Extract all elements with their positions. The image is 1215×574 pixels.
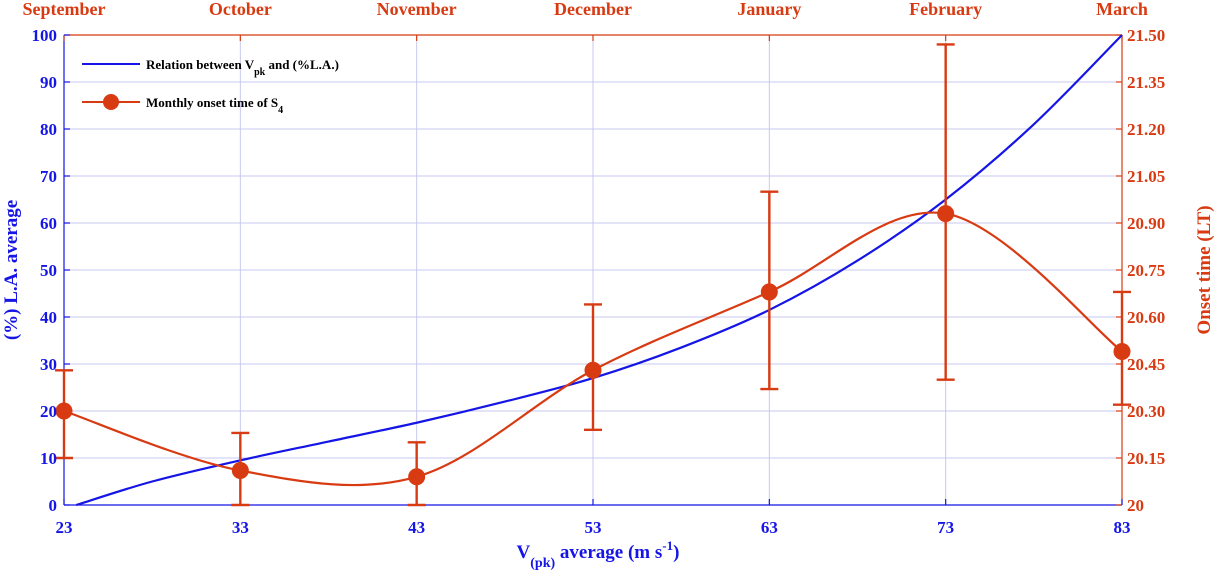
x-tick-label: 73 xyxy=(937,518,954,537)
y-left-axis-label: (%) L.A. average xyxy=(1,200,22,340)
y-left-tick-label: 50 xyxy=(40,261,57,280)
y-left-tick-label: 70 xyxy=(40,167,57,186)
y-right-tick-label: 20.75 xyxy=(1127,261,1165,280)
y-left-tick-label: 90 xyxy=(40,73,57,92)
y-left-tick-label: 20 xyxy=(40,402,57,421)
month-label: December xyxy=(554,0,632,19)
month-label: November xyxy=(377,0,457,19)
y-right-tick-label: 20.15 xyxy=(1127,449,1165,468)
x-tick-label: 23 xyxy=(56,518,73,537)
y-right-tick-label: 20.60 xyxy=(1127,308,1165,327)
month-label: October xyxy=(209,0,272,19)
onset-point xyxy=(1113,342,1131,360)
series-layer xyxy=(55,34,1131,507)
y-right-tick-label: 21.20 xyxy=(1127,120,1165,139)
legend-swatch-onset-marker xyxy=(103,94,119,110)
y-left-tick-label: 80 xyxy=(40,120,57,139)
x-tick-label: 53 xyxy=(585,518,602,537)
onset-point xyxy=(584,361,602,379)
y-left-tick-label: 40 xyxy=(40,308,57,327)
y-left-tick-label: 30 xyxy=(40,355,57,374)
legend-layer: Relation between Vpk and (%L.A.) Monthly … xyxy=(82,57,339,116)
month-label: February xyxy=(909,0,982,19)
y-right-tick-label: 20.30 xyxy=(1127,402,1165,421)
y-right-axis-label: Onset time (LT) xyxy=(1194,205,1215,334)
y-left-tick-label: 0 xyxy=(49,496,58,515)
onset-point xyxy=(55,402,73,420)
x-tick-label: 83 xyxy=(1114,518,1131,537)
onset-point xyxy=(408,468,426,486)
onset-point xyxy=(760,283,778,301)
legend-entry: Monthly onset time of S4 xyxy=(146,95,283,116)
y-left-tick-label: 10 xyxy=(40,449,57,468)
y-right-tick-label: 21.50 xyxy=(1127,26,1165,45)
x-axis-label: V(pk) average (m s-1) xyxy=(517,538,680,571)
x-tick-label: 43 xyxy=(408,518,425,537)
y-right-tick-label: 20 xyxy=(1127,496,1144,515)
month-label: September xyxy=(23,0,106,19)
month-label: January xyxy=(737,0,801,19)
x-tick-label: 63 xyxy=(761,518,778,537)
y-right-tick-label: 21.05 xyxy=(1127,167,1165,186)
x-tick-label: 33 xyxy=(232,518,249,537)
y-right-tick-label: 21.35 xyxy=(1127,73,1165,92)
y-right-tick-label: 20.90 xyxy=(1127,214,1165,233)
onset-point xyxy=(231,462,249,480)
month-label: March xyxy=(1096,0,1148,19)
legend-entry: Relation between Vpk and (%L.A.) xyxy=(146,57,339,78)
y-left-tick-label: 100 xyxy=(32,26,58,45)
onset-point xyxy=(937,205,955,223)
series-line-relation xyxy=(76,34,1123,507)
y-left-tick-label: 60 xyxy=(40,214,57,233)
y-right-tick-label: 20.45 xyxy=(1127,355,1165,374)
